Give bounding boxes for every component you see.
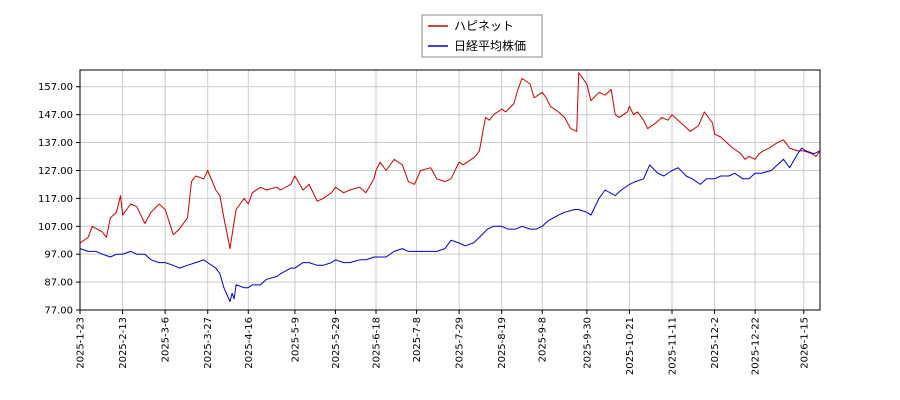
- x-tick-label: 2025-8-19: [497, 317, 508, 369]
- x-tick-label: 2025-1-23: [76, 317, 87, 369]
- y-tick-label: 97.00: [44, 250, 73, 261]
- y-tick-label: 147.00: [38, 110, 73, 121]
- happinet-line: [79, 72, 821, 250]
- series-lines: [79, 72, 821, 303]
- nikkei-line: [79, 147, 821, 303]
- legend-label-nikkei: 日経平均株価: [454, 38, 526, 53]
- x-tick-label: 2025-7-29: [455, 317, 466, 369]
- y-tick-label: 87.00: [44, 278, 73, 289]
- legend: ハピネット 日経平均株価: [421, 14, 543, 58]
- x-tick-label: 2025-6-18: [372, 317, 383, 369]
- y-tick-label: 157.00: [38, 82, 73, 93]
- x-tick-label: 2026-1-15: [799, 317, 810, 369]
- x-tick-label: 2025-12-22: [751, 317, 762, 375]
- grid: [79, 70, 820, 311]
- y-tick-label: 77.00: [44, 306, 73, 317]
- x-tick-label: 2025-9-8: [538, 317, 549, 362]
- x-tick-label: 2025-7-8: [412, 317, 423, 362]
- x-tick-label: 2025-12-2: [710, 317, 721, 369]
- x-tick-label: 2025-2-13: [118, 317, 129, 369]
- y-tick-label: 137.00: [38, 138, 73, 149]
- x-tick-label: 2025-10-21: [625, 317, 636, 375]
- y-tick-label: 117.00: [38, 194, 73, 205]
- legend-box: [421, 14, 543, 58]
- x-tick-label: 2025-4-16: [244, 317, 255, 369]
- legend-label-happinet: ハピネット: [454, 19, 514, 33]
- plot-frame: [79, 69, 821, 311]
- y-tick-label: 107.00: [38, 222, 73, 233]
- x-tick-label: 2025-3-6: [161, 317, 172, 362]
- x-tick-label: 2025-11-11: [668, 317, 679, 375]
- x-tick-label: 2025-9-30: [582, 317, 593, 369]
- x-tick-label: 2025-5-9: [290, 317, 301, 362]
- x-axis: 2025-1-23 2025-2-13 2025-3-6 2025-3-27 2025-…: [76, 310, 810, 375]
- x-tick-label: 2025-3-27: [203, 317, 214, 369]
- x-tick-label: 2025-5-29: [331, 317, 342, 369]
- y-axis: 77.00 87.00 97.00 107.00 117.00 127.00 137.00 1…: [38, 82, 80, 317]
- y-tick-label: 127.00: [38, 166, 73, 177]
